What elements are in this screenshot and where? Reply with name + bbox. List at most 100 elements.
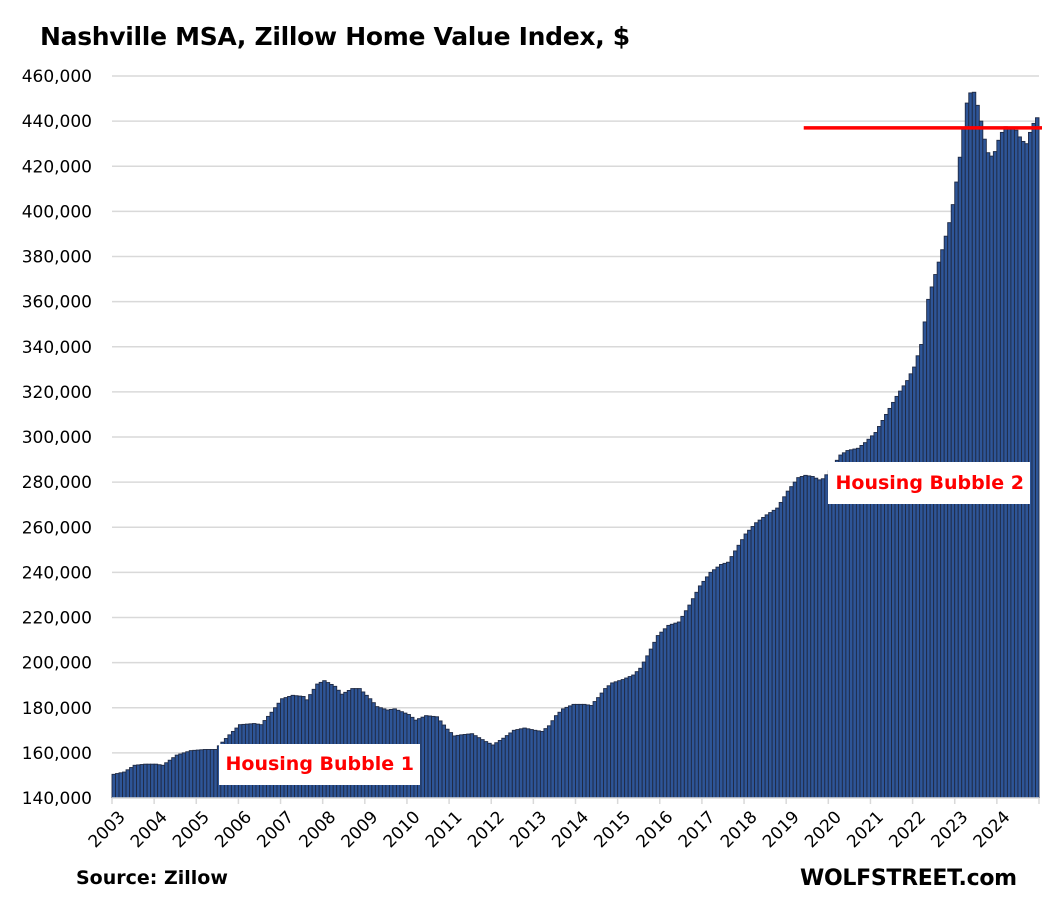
bar (160, 764, 166, 799)
bar (652, 641, 657, 799)
bar (711, 569, 717, 799)
x-tick-label: 2012 (464, 807, 509, 852)
bar (494, 742, 499, 799)
bar (188, 750, 194, 799)
x-tick-label: 2006 (211, 807, 256, 852)
y-tick-label: 380,000 (22, 248, 92, 268)
y-tick-label: 180,000 (22, 699, 92, 719)
bar (504, 735, 510, 799)
bar (431, 715, 436, 799)
bar (1035, 117, 1040, 799)
bar (146, 763, 152, 799)
bar (617, 680, 622, 799)
bar (817, 479, 822, 799)
bar (694, 591, 699, 799)
bar (729, 556, 734, 799)
bar (673, 622, 678, 799)
bar (466, 733, 471, 799)
bar (515, 729, 520, 799)
bar (624, 677, 629, 799)
source-label: Source: Zillow (76, 867, 228, 889)
y-tick-label: 340,000 (22, 338, 92, 358)
bar (929, 286, 935, 799)
bar (129, 767, 134, 799)
bar (153, 763, 159, 799)
bar (736, 544, 741, 799)
bar (589, 705, 594, 799)
bar (901, 385, 907, 799)
bars (111, 91, 1040, 799)
bar (582, 703, 587, 799)
x-tick-label: 2013 (506, 807, 551, 852)
x-tick-label: 2009 (338, 807, 383, 852)
bar (912, 366, 917, 799)
bar (209, 749, 215, 799)
bar (136, 764, 141, 799)
annotation-housing-bubble-1: Housing Bubble 1 (219, 744, 420, 785)
bar (490, 744, 496, 799)
bar (775, 507, 780, 799)
bar (501, 737, 506, 799)
bar (539, 730, 545, 799)
bar (546, 725, 552, 799)
bar (150, 763, 155, 799)
bar (483, 741, 489, 799)
bar (424, 715, 429, 799)
bar (740, 539, 745, 799)
bar (715, 566, 720, 799)
bar (655, 635, 661, 799)
bar (610, 682, 615, 799)
y-tick-label: 300,000 (22, 428, 92, 448)
bar (143, 763, 148, 799)
bar (638, 667, 643, 799)
x-tick-label: 2021 (843, 807, 888, 852)
y-tick-labels: 140,000 160,000 180,000 200,000 220,000 240,0… (22, 67, 92, 809)
bar (606, 685, 612, 799)
bar (704, 576, 710, 799)
y-tick-label: 440,000 (22, 112, 92, 132)
bar (553, 715, 559, 799)
x-tick-label: 2014 (548, 807, 593, 852)
bar (683, 610, 689, 799)
bar (810, 476, 815, 799)
bar (761, 517, 766, 799)
y-tick-label: 420,000 (22, 157, 92, 177)
bar (578, 703, 583, 799)
bar (708, 571, 713, 799)
x-tick-label: 2022 (885, 807, 930, 852)
bar (620, 679, 626, 799)
x-tick-label: 2016 (633, 807, 678, 852)
x-tick-label: 2018 (717, 807, 762, 852)
gridlines (112, 75, 1039, 754)
bar (596, 697, 601, 799)
bar (926, 298, 931, 799)
bar (964, 102, 970, 799)
bar (434, 716, 440, 799)
bar (978, 120, 984, 799)
x-tick-label: 2011 (422, 807, 467, 852)
bar (115, 773, 120, 799)
bar (631, 674, 636, 799)
chart-title: Nashville MSA, Zillow Home Value Index, … (40, 22, 630, 51)
bar (915, 355, 921, 799)
bar (803, 474, 808, 799)
bar (785, 490, 791, 799)
bar (719, 564, 724, 799)
bar (659, 631, 664, 799)
bar (445, 728, 450, 799)
x-tick-label: 2005 (169, 807, 214, 852)
bar (213, 749, 218, 799)
bar (125, 769, 131, 799)
bar (778, 501, 784, 799)
bar (522, 727, 527, 799)
brand-label: WOLFSTREET.com (800, 866, 1017, 891)
bar (627, 676, 633, 799)
bar (157, 764, 162, 799)
bar (820, 478, 826, 799)
bar (585, 704, 590, 799)
bar (827, 470, 833, 799)
bar (936, 261, 942, 799)
bar (448, 732, 454, 799)
bar (669, 623, 675, 799)
